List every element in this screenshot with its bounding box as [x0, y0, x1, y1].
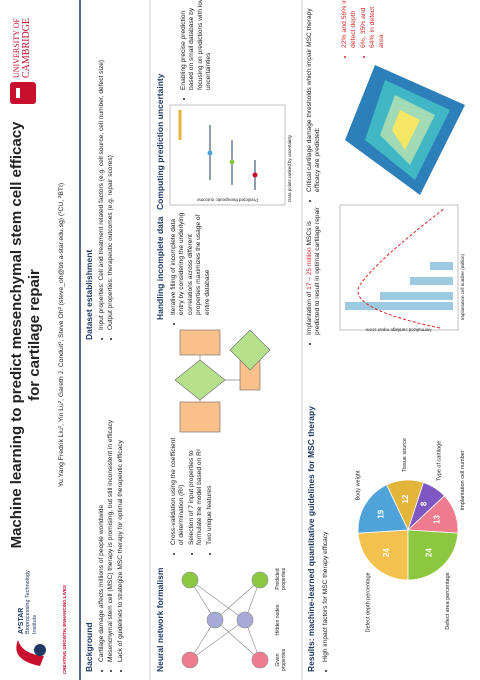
bullet: 6%, 35% and 64% in defect area [359, 0, 386, 48]
pie-slice [357, 529, 409, 581]
slice-value: 8 [420, 501, 429, 506]
bullets: Critical cartilage damage thresholds whi… [306, 0, 324, 202]
slice-value: 19 [376, 509, 385, 518]
heading: Results: machine-learned quantitative gu… [306, 406, 316, 672]
astar-dot [34, 644, 46, 656]
heading: Background [84, 622, 94, 672]
pie-slice [407, 529, 459, 581]
slice-label: Defect depth percentage [366, 572, 372, 632]
slice-label: Implantation cell number [460, 450, 466, 510]
crest-band [16, 88, 20, 98]
axis-label: Data points ranked by uncertainty [287, 134, 292, 202]
title: Machine learning to predict mesenchymal … [8, 121, 43, 549]
heading: Computing prediction uncertainty [155, 73, 165, 210]
bullets: Cartilage damage affects millions of peo… [98, 342, 126, 672]
uncertainty-plot [169, 104, 286, 206]
implantation-plot [339, 204, 459, 331]
heading: Dataset establishment [84, 249, 94, 340]
bullet: Cartilage damage affects millions of peo… [98, 342, 106, 662]
surface-plot [345, 65, 465, 195]
axis-label: Predicted therapeutic outcome [196, 197, 259, 203]
network-diagram [181, 571, 269, 669]
heading: Neural network formalism [155, 567, 165, 672]
slice-label: Body weight [356, 470, 362, 500]
logo-text: A*STAR [18, 607, 25, 634]
logo-tagline: CREATING GROWTH, ENHANCING LIVES [62, 585, 67, 674]
bullets: High impact factors for MSC therapy effi… [322, 342, 331, 672]
bullet: 22% and 56% in defect depth [340, 0, 358, 48]
axis-label: Normalized cartilage repair score [365, 327, 432, 333]
bullet: Mesenchymal stem cell (MSC) therapy is p… [107, 342, 115, 662]
node-label: Hidden nodes [275, 604, 281, 636]
slice-label: Defect area percentage [445, 572, 451, 629]
bullets: Input properties: Cell and treatment rel… [98, 0, 117, 340]
bullet: Input properties: Cell and treatment rel… [98, 0, 106, 330]
slice-value: 13 [432, 515, 441, 524]
bullet: Cross-validation using the coefficient o… [170, 437, 187, 545]
axis-label: Implantation cell number (million) [460, 253, 465, 320]
bullets: Cross-validation using the coefficient o… [170, 437, 215, 555]
bullets: Implantation of 17 – 25 million MSCs is … [306, 200, 324, 345]
slice-value: 12 [401, 494, 410, 503]
bullet: Lack of guidelines to strategize MSC the… [117, 342, 125, 662]
heading: Handling incomplete data [155, 216, 165, 320]
slice-value: 24 [382, 548, 391, 557]
text: Implantation of [306, 289, 313, 335]
crest [10, 82, 36, 104]
bullets: 22% and 56% in defect depth6%, 35% and 6… [340, 0, 387, 58]
bullet: Two unique features [206, 437, 214, 545]
slice-label: Type of cartilage [437, 441, 443, 481]
bullet: High impact factors for MSC therapy effi… [322, 342, 330, 662]
left-logo: A*STAR Bioprocessing Technology Institut… [18, 560, 39, 634]
logo-text: CAMBRIDGE [21, 17, 32, 78]
flowchart [174, 329, 271, 433]
bullet: Critical cartilage damage thresholds whi… [306, 0, 323, 192]
node-label: Predicted properties [275, 567, 287, 591]
highlight: 17 – 25 million [306, 247, 313, 290]
slice-value: 24 [424, 548, 433, 557]
bullets: Iterative filling of incomplete data ent… [170, 210, 213, 325]
authors: Yu Yang Fredrik Liu¹, Yin Lu², Gareth J.… [58, 182, 65, 488]
pie-slice [357, 484, 409, 534]
node-label: Given properties [275, 648, 287, 672]
bullet: Enabling precise prediction based on sma… [180, 0, 214, 90]
astar-mark [16, 640, 44, 666]
bullets: Enabling precise prediction based on sma… [180, 0, 215, 100]
bullet: Iterative filling of incomplete data ent… [170, 210, 212, 315]
right-logo: UNIVERSITY OF CAMBRIDGE [12, 0, 32, 78]
bullet: Selection of 7 input properties to formu… [188, 437, 205, 545]
bullet: Implantation of 17 – 25 million MSCs is … [306, 200, 323, 335]
logo-text: Bioprocessing Technology Institute [25, 570, 38, 634]
slice-label: Tissue source [402, 438, 408, 472]
bullet: Output properties: therapeutic outcomes … [107, 0, 115, 330]
